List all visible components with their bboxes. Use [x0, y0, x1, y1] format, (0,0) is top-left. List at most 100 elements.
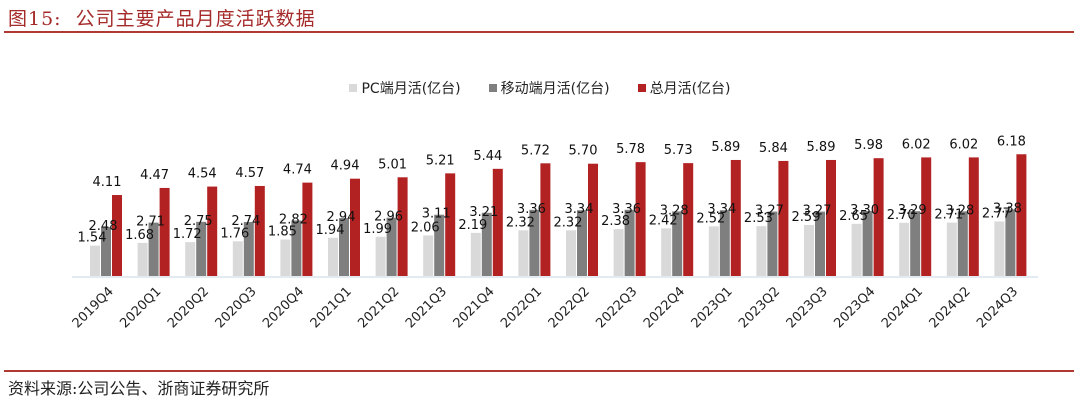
data-label-total-2022Q2: 5.70: [569, 144, 598, 159]
legend-item-total: 总月活(亿台): [637, 78, 731, 98]
x-tick-label-2019Q4: 2019Q4: [70, 284, 117, 331]
data-label-mobile-2023Q4: 3.30: [850, 203, 879, 218]
x-tick-label-2024Q2: 2024Q2: [927, 284, 974, 331]
bar-pc-2023Q4: [851, 223, 862, 276]
data-label-pc-2020Q3: 1.76: [220, 226, 249, 241]
x-tick-label-2022Q2: 2022Q2: [546, 284, 593, 331]
data-label-mobile-2024Q1: 3.29: [898, 203, 927, 218]
bar-total-2023Q3: [826, 159, 836, 276]
data-label-total-2020Q4: 4.74: [283, 163, 312, 178]
x-tick-label-2020Q3: 2020Q3: [213, 284, 260, 331]
bar-total-2022Q3: [635, 162, 646, 276]
x-tick-label-2023Q4: 2023Q4: [831, 284, 878, 331]
bar-mobile-2023Q4: [862, 210, 873, 276]
legend-label-total: 总月活(亿台): [649, 81, 731, 97]
bar-total-2019Q4: [112, 195, 122, 276]
bar-total-2022Q4: [683, 163, 694, 276]
x-tick-label-2024Q3: 2024Q3: [974, 284, 1021, 331]
bar-mobile-2022Q4: [672, 211, 683, 276]
data-label-pc-2021Q3: 2.06: [411, 220, 440, 235]
x-tick-label-2020Q1: 2020Q1: [117, 284, 164, 331]
data-label-mobile-2022Q1: 3.36: [517, 202, 546, 217]
bar-mobile-2024Q2: [957, 211, 968, 276]
bar-mobile-2024Q1: [910, 211, 921, 276]
data-label-mobile-2023Q1: 3.34: [707, 202, 736, 217]
x-tick-label-2021Q3: 2021Q3: [403, 284, 450, 331]
legend-item-pc: PC端月活(亿台): [349, 78, 461, 98]
data-label-mobile-2024Q2: 3.28: [945, 203, 974, 218]
data-label-total-2020Q1: 4.47: [140, 168, 169, 183]
figure-title: 图15: 公司主要产品月度活跃数据: [8, 4, 316, 31]
x-tick-label-2023Q3: 2023Q3: [784, 284, 831, 331]
data-label-mobile-2021Q4: 3.21: [469, 205, 498, 220]
bottom-rule: [4, 370, 1074, 372]
data-label-total-2021Q2: 5.01: [378, 157, 407, 172]
data-label-pc-2023Q2: 2.53: [744, 211, 773, 226]
data-label-pc-2022Q2: 2.32: [554, 215, 583, 230]
legend-label-pc: PC端月活(亿台): [361, 81, 461, 97]
bar-pc-2022Q4: [661, 228, 672, 276]
bar-pc-2020Q1: [137, 242, 148, 276]
x-tick-label-2022Q3: 2022Q3: [593, 284, 640, 331]
data-label-mobile-2024Q3: 3.38: [993, 201, 1022, 216]
figure-label: 图15:: [8, 8, 62, 30]
top-rule: [4, 31, 1074, 33]
data-label-pc-2020Q2: 1.72: [173, 227, 202, 242]
data-label-total-2022Q3: 5.78: [616, 142, 645, 157]
bar-total-2022Q1: [540, 163, 551, 276]
data-label-total-2024Q3: 6.18: [997, 134, 1026, 149]
data-label-total-2021Q1: 4.94: [331, 159, 360, 174]
bar-total-2021Q3: [445, 173, 456, 276]
bar-mobile-2023Q1: [719, 210, 730, 276]
data-label-pc-2022Q4: 2.42: [649, 213, 678, 228]
bar-mobile-2024Q3: [1005, 209, 1016, 276]
data-label-total-2023Q4: 5.98: [854, 138, 883, 153]
x-tick-label-2021Q2: 2021Q2: [355, 284, 402, 331]
bar-pc-2022Q2: [566, 230, 576, 276]
bar-pc-2022Q1: [518, 230, 529, 276]
data-label-mobile-2020Q2: 2.75: [184, 214, 213, 229]
data-label-total-2020Q3: 4.57: [235, 166, 264, 181]
bar-pc-2021Q3: [423, 235, 434, 276]
bar-mobile-2020Q2: [196, 221, 207, 276]
data-label-total-2022Q4: 5.73: [664, 143, 693, 158]
bar-mobile-2022Q2: [577, 210, 587, 276]
bar-total-2024Q2: [968, 157, 979, 276]
data-label-pc-2022Q1: 2.32: [506, 215, 535, 230]
x-tick-label-2024Q1: 2024Q1: [879, 284, 926, 331]
data-label-total-2019Q4: 4.11: [93, 175, 122, 190]
bar-mobile-2020Q3: [243, 222, 254, 276]
bar-total-2024Q1: [921, 157, 932, 276]
bar-total-2021Q2: [397, 177, 408, 276]
data-label-mobile-2022Q4: 3.28: [660, 203, 689, 218]
bar-mobile-2020Q1: [148, 222, 159, 276]
bar-pc-2023Q2: [756, 226, 767, 276]
x-tick-labels-layer: 2019Q4 2020Q1 2020Q2 2020Q3 2020Q4 2021Q1 2021…: [70, 284, 1021, 331]
data-label-mobile-2020Q4: 2.82: [279, 212, 308, 227]
data-label-total-2023Q3: 5.89: [807, 140, 836, 155]
bar-mobile-2023Q3: [815, 211, 825, 276]
bar-total-2022Q2: [588, 163, 598, 276]
bar-total-2024Q3: [1016, 154, 1027, 276]
data-labels-layer: 1.542.484.111.682.714.471.722.754.541.76…: [78, 134, 1026, 245]
data-label-mobile-2023Q2: 3.27: [755, 204, 784, 219]
x-tick-label-2023Q2: 2023Q2: [736, 284, 783, 331]
data-label-mobile-2021Q1: 2.94: [327, 210, 356, 225]
data-label-mobile-2019Q4: 2.48: [89, 219, 118, 234]
legend-item-mobile: 移动端月活(亿台): [488, 78, 610, 98]
data-label-pc-2020Q4: 1.85: [268, 225, 297, 240]
bar-pc-2019Q4: [90, 245, 100, 276]
data-label-mobile-2020Q1: 2.71: [136, 215, 165, 230]
legend-swatch-pc: [349, 84, 358, 92]
bar-pc-2021Q2: [375, 236, 386, 276]
data-label-pc-2020Q1: 1.68: [125, 228, 154, 243]
x-tick-label-2020Q4: 2020Q4: [260, 284, 307, 331]
bar-pc-2021Q4: [470, 232, 481, 276]
bars-layer: [90, 154, 1027, 276]
data-label-pc-2022Q3: 2.38: [601, 214, 630, 229]
bar-mobile-2020Q4: [291, 220, 302, 276]
x-tick-label-2021Q1: 2021Q1: [308, 284, 355, 331]
data-label-mobile-2020Q3: 2.74: [231, 214, 260, 229]
bar-pc-2023Q1: [708, 226, 719, 276]
bar-total-2021Q1: [350, 178, 360, 276]
